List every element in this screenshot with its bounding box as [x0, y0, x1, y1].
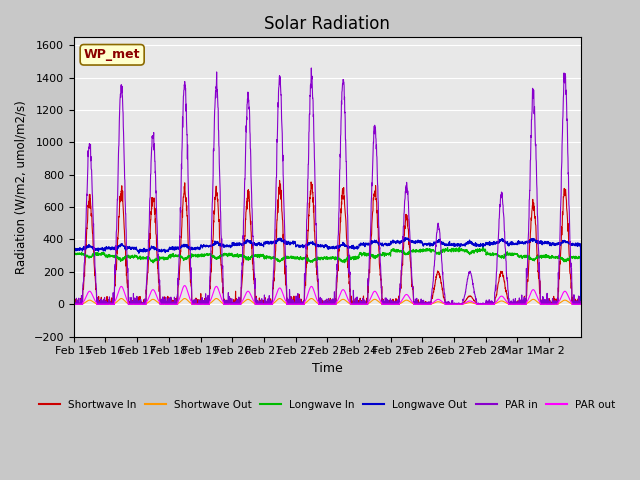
Longwave Out — [120, 243, 128, 249]
PAR out — [181, 283, 189, 288]
Shortwave In — [276, 178, 284, 183]
Longwave In — [357, 251, 365, 257]
Shortwave In — [509, 301, 516, 307]
Shortwave In — [70, 301, 78, 307]
Line: Shortwave Out: Shortwave Out — [74, 299, 580, 304]
PAR in — [70, 300, 77, 306]
Line: Shortwave In: Shortwave In — [74, 180, 580, 304]
Longwave Out — [480, 241, 488, 247]
Shortwave In — [70, 300, 77, 305]
Longwave In — [570, 253, 577, 259]
Shortwave Out — [121, 298, 129, 304]
Shortwave Out — [508, 301, 516, 307]
Line: PAR in: PAR in — [74, 68, 580, 304]
PAR in — [509, 301, 516, 307]
Shortwave Out — [577, 301, 584, 307]
Longwave Out — [508, 241, 516, 247]
Shortwave In — [358, 298, 365, 303]
Shortwave Out — [230, 301, 238, 307]
PAR out — [577, 301, 584, 307]
Longwave In — [120, 255, 128, 261]
Text: WP_met: WP_met — [84, 48, 140, 61]
X-axis label: Time: Time — [312, 362, 342, 375]
PAR in — [230, 300, 238, 305]
Line: PAR out: PAR out — [74, 286, 580, 304]
Shortwave In — [577, 301, 584, 307]
PAR out — [570, 301, 577, 307]
PAR in — [577, 301, 584, 307]
Longwave Out — [570, 241, 577, 247]
PAR in — [307, 65, 315, 71]
Longwave Out — [577, 301, 584, 307]
Shortwave Out — [480, 301, 488, 307]
PAR out — [230, 301, 238, 307]
Title: Solar Radiation: Solar Radiation — [264, 15, 390, 33]
Longwave Out — [230, 240, 237, 245]
PAR in — [480, 301, 488, 307]
PAR in — [358, 301, 365, 307]
PAR out — [70, 301, 77, 307]
Longwave In — [508, 250, 516, 256]
Longwave In — [456, 245, 463, 251]
Legend: Shortwave In, Shortwave Out, Longwave In, Longwave Out, PAR in, PAR out: Shortwave In, Shortwave Out, Longwave In… — [35, 396, 620, 414]
PAR in — [121, 176, 129, 181]
Longwave In — [70, 251, 77, 257]
Y-axis label: Radiation (W/m2, umol/m2/s): Radiation (W/m2, umol/m2/s) — [15, 100, 28, 274]
PAR out — [508, 301, 516, 307]
Longwave In — [230, 253, 237, 259]
Shortwave Out — [118, 296, 125, 301]
Longwave In — [577, 301, 584, 307]
PAR out — [120, 290, 128, 296]
PAR out — [480, 301, 488, 307]
Shortwave In — [480, 301, 488, 307]
Shortwave In — [230, 301, 238, 307]
Shortwave Out — [70, 301, 77, 307]
Longwave In — [480, 247, 488, 252]
Longwave Out — [70, 247, 77, 252]
Shortwave In — [121, 234, 129, 240]
Shortwave Out — [570, 301, 577, 307]
Shortwave In — [570, 299, 578, 305]
Longwave Out — [402, 235, 410, 240]
Shortwave Out — [358, 301, 365, 307]
PAR in — [570, 292, 578, 298]
PAR out — [358, 301, 365, 307]
Line: Longwave Out: Longwave Out — [74, 238, 580, 304]
Line: Longwave In: Longwave In — [74, 248, 580, 304]
Longwave Out — [357, 241, 365, 247]
PAR in — [70, 301, 78, 307]
